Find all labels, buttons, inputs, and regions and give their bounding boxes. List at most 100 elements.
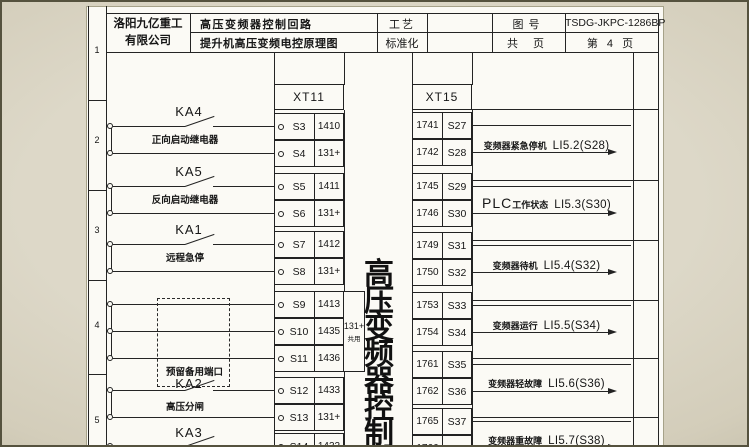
contact-wire <box>213 390 274 391</box>
wire-node <box>107 387 113 393</box>
signal-wire <box>472 332 610 333</box>
relay-description: 正向启动继电器 <box>151 135 219 146</box>
output-label: 变频器轻故障 LI5.6(S36) <box>474 374 619 392</box>
terminal-label: S32 <box>447 266 467 279</box>
terminal-circle-icon <box>278 183 284 190</box>
wire-number: 1750 <box>413 260 443 285</box>
wire-number: 1742 <box>413 140 443 165</box>
wire-node <box>107 414 113 420</box>
zone-tick <box>88 280 106 281</box>
output-label: 变频器运行 LI5.5(S34) <box>474 316 619 334</box>
terminal-label: S36 <box>447 385 467 398</box>
drawing-sheet <box>86 6 664 445</box>
terminal-label: S33 <box>447 299 467 312</box>
xt15-row: 1762 S36 <box>412 378 472 405</box>
drawing-no-label: 图号 <box>512 19 545 31</box>
wire-number: 1765 <box>413 409 443 434</box>
wire-number: 1411 <box>318 181 340 192</box>
terminal-label: S34 <box>447 326 467 339</box>
wire <box>113 271 274 272</box>
terminal-label: S9 <box>292 298 306 311</box>
wire-number: 1432 <box>317 441 341 447</box>
wire <box>472 125 631 126</box>
zone-number: 1 <box>94 45 100 55</box>
output-label: PLC工作状态 LI5.3(S30) <box>474 195 619 213</box>
title-block-line <box>492 13 493 52</box>
xt15-row: 1741 S27 <box>412 112 472 139</box>
xt15-header: XT15 <box>412 84 472 110</box>
terminal-cell: S14 <box>275 434 315 447</box>
terminal-label: S14 <box>289 440 309 447</box>
contact-wire <box>113 186 185 187</box>
shared-wire-value: 131+ <box>343 320 365 331</box>
plc-address: LI5.3(S30) <box>554 199 611 211</box>
drawing-subtitle: 提升机高压变频电控原理图 <box>200 38 338 50</box>
terminal-label: S11 <box>290 352 308 365</box>
terminal-label: S7 <box>292 238 306 251</box>
company-line2: 有限公司 <box>125 35 171 47</box>
standardization-label: 标准化 <box>385 38 419 50</box>
terminal-label: S27 <box>447 119 467 132</box>
wire <box>472 421 631 422</box>
terminal-label: S35 <box>447 358 467 371</box>
signal-wire <box>472 272 610 273</box>
terminal-label: S4 <box>292 147 306 160</box>
output-label: 变频器待机 LI5.4(S32) <box>474 256 619 274</box>
zone-number: 4 <box>94 320 100 330</box>
title-block-line <box>377 13 378 52</box>
arrow-icon <box>608 269 617 275</box>
zone-tick <box>88 100 106 101</box>
relay-label: KA4 <box>175 104 203 119</box>
terminal-label: S37 <box>447 415 467 428</box>
terminal-label: S31 <box>447 239 467 252</box>
xt15-row: 1766S38 <box>412 435 472 446</box>
frame-line <box>106 6 107 445</box>
xt15-row: 1745 S29 <box>412 173 472 200</box>
terminal-label: S5 <box>292 180 306 193</box>
plc-address: LI5.5(S34) <box>543 320 601 332</box>
terminal-label: S8 <box>292 265 306 278</box>
signal-wire <box>472 391 610 392</box>
arrow-icon <box>608 210 617 216</box>
terminal-label: S38 <box>443 436 471 446</box>
relay-label: KA5 <box>175 164 203 179</box>
wire-number: 131+ <box>317 208 341 219</box>
wire <box>111 390 112 417</box>
xt11-row: S9 1413 <box>274 291 344 318</box>
relay-description: 远程急停 <box>165 253 204 264</box>
column-line <box>344 52 345 85</box>
xt11-row: S11 1436 <box>274 345 344 372</box>
wire <box>111 126 112 153</box>
terminal-cell: S6 <box>275 201 315 226</box>
spare-ports-label: 预留备用端口 <box>165 367 223 378</box>
xt15-row: 1753 S33 <box>412 292 472 319</box>
terminal-cell: S10 <box>275 319 315 344</box>
group-separator <box>472 180 658 181</box>
column-line <box>472 110 473 445</box>
terminal-circle-icon <box>278 414 284 421</box>
xt15-row: 1746 S30 <box>412 200 472 227</box>
relay-description: 反向启动继电器 <box>151 195 219 206</box>
relay-label: KA1 <box>175 222 203 237</box>
xt11-row: S13 131+ <box>274 404 344 431</box>
page-number: 第 4 页 <box>586 38 637 50</box>
contact-wire <box>113 390 185 391</box>
wire-number: 1412 <box>317 239 341 250</box>
title-block-line <box>106 52 658 53</box>
column-line <box>412 52 413 85</box>
column-line <box>472 52 473 85</box>
total-pages-label: 共 页 <box>506 38 551 50</box>
wire-number: 131+ <box>317 412 341 423</box>
frame-line <box>88 6 89 445</box>
title-block-line <box>565 13 566 52</box>
terminal-label: S12 <box>289 384 309 397</box>
xt15-row: 1742 S28 <box>412 139 472 166</box>
contact-wire <box>113 126 185 127</box>
wire-number: 1761 <box>413 352 443 377</box>
wire <box>111 244 112 271</box>
wire-node <box>107 328 113 334</box>
process-label: 工艺 <box>389 19 415 31</box>
wire-node <box>107 123 113 129</box>
wire-node <box>107 301 113 307</box>
output-label: 变频器重故障 LI5.7(S38) <box>474 431 619 445</box>
